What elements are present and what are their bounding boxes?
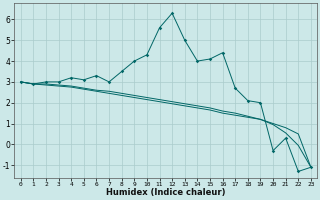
X-axis label: Humidex (Indice chaleur): Humidex (Indice chaleur) — [106, 188, 226, 197]
